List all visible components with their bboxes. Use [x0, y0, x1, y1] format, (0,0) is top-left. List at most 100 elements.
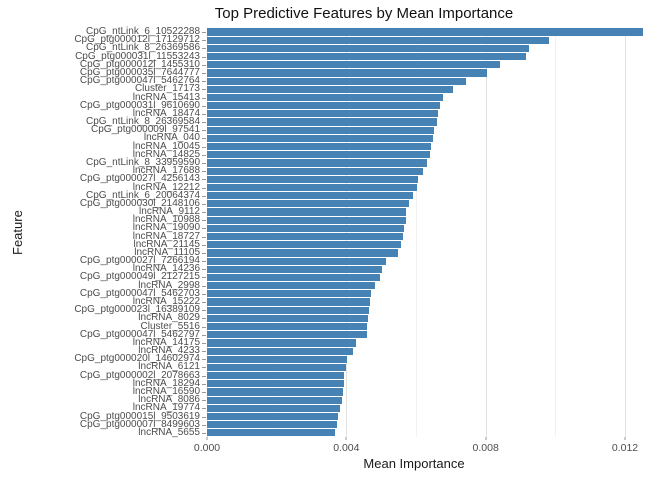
bar: [207, 314, 369, 322]
bar: [207, 339, 357, 347]
y-axis-tick-label: lncRNA_040: [143, 132, 200, 144]
y-axis-tick-label: lncRNA_16590: [132, 386, 200, 397]
y-axis-tick-label: CpG_ntLink_8_33959590: [86, 156, 200, 168]
y-axis-tick-label: CpG_ptg000012l_17129712: [74, 34, 200, 46]
gridline: [346, 28, 348, 437]
y-axis-tick: [202, 146, 206, 148]
bar: [207, 363, 346, 372]
x-axis-tick: [624, 437, 626, 440]
bar: [207, 159, 427, 167]
bar: [207, 143, 431, 151]
y-axis-tick-label: CpG_ptg000049l_2127215: [79, 271, 200, 283]
y-axis-tick-label: CpG_ptg000031l_11553243: [75, 50, 200, 62]
bar: [207, 388, 343, 396]
y-axis-tick-label: lncRNA_21145: [133, 238, 200, 250]
y-axis-tick: [202, 261, 206, 263]
bar: [207, 44, 529, 53]
y-axis-tick: [202, 367, 206, 369]
y-axis-tick: [202, 72, 206, 74]
y-axis-tick-label: lncRNA_6121: [138, 361, 200, 373]
y-axis-tick-label: CpG_ptg000023l_16389109: [74, 304, 200, 316]
bar: [207, 208, 407, 216]
y-axis-tick-label: lncRNA_14175: [132, 336, 200, 348]
y-axis-tick-label: lncRNA_14236: [132, 263, 200, 275]
y-axis-tick-label: lncRNA_14825: [132, 148, 200, 160]
bar: [207, 93, 443, 102]
y-axis-tick-label: lncRNA_18474: [132, 107, 200, 119]
y-axis-tick: [202, 392, 206, 393]
bar: [207, 372, 344, 380]
y-axis-tick: [202, 64, 206, 66]
y-axis-tick-label: lncRNA_19090: [132, 222, 200, 234]
y-axis-tick: [202, 318, 206, 320]
y-axis-tick-label: CpG_ntLink_8_26369586: [86, 42, 200, 54]
y-axis-tick-label: CpG_ptg000020l_14602974: [74, 353, 200, 365]
bar: [207, 265, 382, 273]
bar: [207, 421, 338, 429]
y-axis-tick: [202, 302, 206, 304]
y-axis-tick: [202, 48, 206, 50]
bar: [207, 306, 369, 314]
y-axis-tick: [202, 375, 206, 377]
y-axis-tick-label: CpG_ptg000047l_5462703: [79, 287, 200, 299]
y-axis-tick: [202, 171, 206, 173]
bar: [207, 192, 414, 200]
y-axis-tick: [202, 400, 206, 402]
bar: [207, 282, 375, 290]
y-axis-labels: CpG_ntLink_6_10522288 CpG_ptg000012l_1712…: [0, 26, 200, 438]
x-axis-tick-label: 0.004: [333, 442, 360, 454]
y-axis-tick: [202, 32, 206, 34]
bar: [207, 429, 335, 437]
bar: [207, 355, 348, 363]
y-axis-tick: [202, 212, 206, 214]
bar: [207, 241, 401, 249]
x-axis-tick: [345, 437, 347, 440]
y-axis-tick-label: CpG_ptg000035l_7644777: [79, 66, 200, 78]
y-axis-tick: [202, 40, 206, 42]
y-axis-tick: [202, 285, 206, 287]
y-axis-tick-label: lncRNA_19774: [132, 402, 200, 414]
y-axis-tick-label: CpG_ptg000002l_2078663: [79, 369, 200, 381]
y-axis-tick: [202, 244, 206, 246]
y-axis-tick-label: lncRNA_10045: [132, 140, 200, 152]
y-axis-tick-label: lncRNA_8086: [138, 394, 200, 406]
y-axis-tick: [202, 154, 206, 156]
bar: [207, 77, 467, 85]
y-axis-tick: [202, 383, 206, 385]
bar: [207, 53, 527, 61]
y-axis-tick-label: lncRNA_5655: [138, 426, 200, 438]
y-axis-tick: [202, 359, 206, 361]
gridline: [276, 28, 278, 437]
bar: [207, 232, 403, 241]
y-axis-tick-label: CpG_ptg000009l_97541: [91, 124, 200, 136]
y-axis-tick: [202, 179, 206, 181]
y-axis-tick: [202, 424, 206, 426]
bar: [207, 290, 371, 298]
bar: [207, 224, 405, 232]
y-axis-tick-label: lncRNA_15413: [132, 91, 200, 103]
y-axis-tick-label: lncRNA_9112: [139, 206, 200, 218]
y-axis-tick: [202, 89, 206, 91]
y-axis-tick-label: lncRNA_11105: [134, 246, 200, 258]
y-axis-tick: [202, 130, 206, 132]
y-axis-tick: [202, 293, 206, 295]
y-axis-tick-label: CpG_ntLink_8_26369584: [86, 116, 200, 128]
bar: [207, 249, 398, 257]
y-axis-tick: [202, 105, 206, 107]
y-axis-tick-label: CpG_ntLink_6_10522288: [86, 26, 200, 38]
y-axis-tick-label: CpG_ptg000030l_2148106: [79, 197, 200, 209]
bar: [207, 412, 338, 421]
gridline: [485, 28, 487, 437]
x-axis-tick: [485, 437, 487, 440]
x-axis-title: Mean Importance: [363, 456, 465, 471]
y-axis-tick: [202, 236, 206, 238]
y-axis-tick: [202, 277, 206, 279]
bar: [207, 175, 419, 183]
y-axis-tick-label: lncRNA_15222: [132, 296, 200, 308]
plot-panel: [207, 28, 661, 437]
bar: [207, 28, 644, 36]
y-axis-tick-label: lncRNA_18727: [132, 230, 200, 242]
x-axis-tick: [206, 437, 208, 440]
y-axis-tick-label: CpG_ptg000047l_5462797: [79, 328, 200, 340]
y-axis-tick-label: CpG_ptg000027l_4256143: [79, 173, 200, 185]
